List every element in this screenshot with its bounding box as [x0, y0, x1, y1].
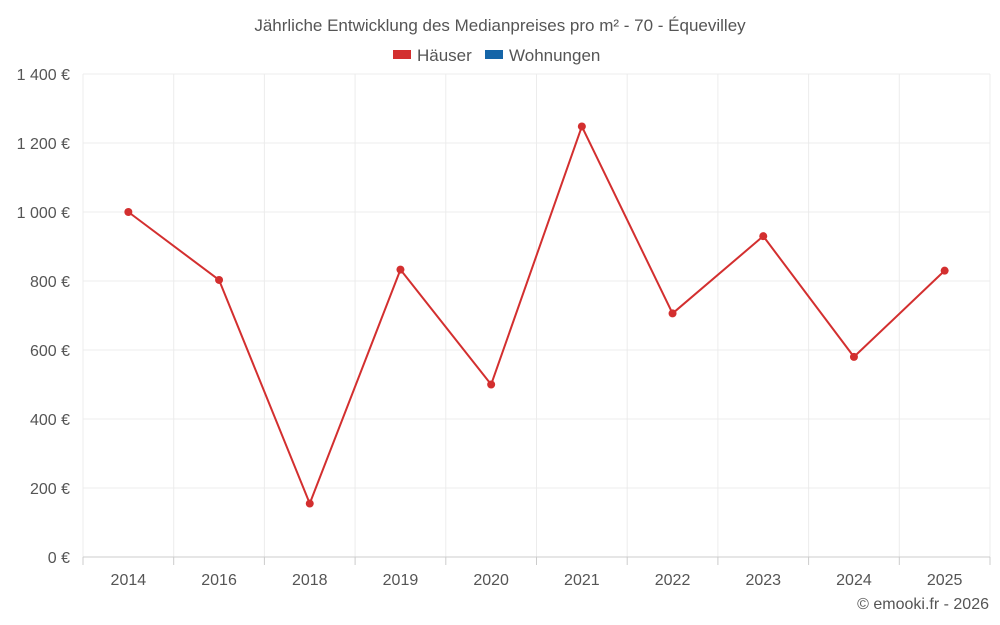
data-point[interactable] [759, 232, 768, 241]
y-tick-label: 0 € [48, 550, 70, 567]
y-tick-label: 400 € [30, 412, 70, 429]
data-point[interactable] [124, 208, 133, 216]
data-point[interactable] [215, 275, 224, 284]
y-axis: 0 € 200 € 400 € 600 € 800 € 1 000 € 1 200 € 1 4… [17, 67, 70, 567]
credit-text: © emooki.fr - 2026 [857, 596, 989, 613]
y-tick-label: 800 € [30, 274, 70, 291]
legend-swatch-apartments[interactable] [485, 50, 503, 59]
x-tick-label: 2022 [655, 572, 691, 589]
grid [82, 73, 991, 557]
data-point[interactable] [849, 352, 858, 361]
data-point[interactable] [487, 380, 496, 389]
x-tick-label: 2016 [201, 572, 237, 589]
data-point[interactable] [396, 265, 405, 274]
x-tick-label: 2024 [836, 572, 872, 589]
x-tick-label: 2021 [564, 572, 600, 589]
data-point[interactable] [940, 266, 949, 275]
x-tick-label: 2025 [927, 572, 963, 589]
legend-label-apartments[interactable]: Wohnungen [509, 46, 600, 65]
legend: Häuser Wohnungen [393, 46, 600, 65]
chart-title: Jährliche Entwicklung des Medianpreises … [254, 16, 746, 35]
y-tick-label: 1 000 € [17, 205, 70, 222]
x-tick-label: 2019 [383, 572, 419, 589]
y-tick-label: 1 200 € [17, 136, 70, 153]
x-tick-label: 2018 [292, 572, 328, 589]
x-tick-label: 2020 [473, 572, 509, 589]
series-layer [124, 122, 949, 508]
series-line-0 [127, 125, 946, 505]
data-point[interactable] [577, 122, 586, 131]
x-tick-label: 2014 [111, 572, 147, 589]
x-axis: 2014 2016 2018 2019 2020 2021 2022 2023 2024 2025 [82, 556, 991, 589]
y-tick-label: 600 € [30, 343, 70, 360]
y-tick-label: 200 € [30, 481, 70, 498]
data-point[interactable] [668, 309, 677, 318]
data-point[interactable] [305, 499, 314, 508]
y-tick-label: 1 400 € [17, 67, 70, 84]
x-tick-label: 2023 [745, 572, 781, 589]
legend-label-houses[interactable]: Häuser [417, 46, 472, 65]
legend-swatch-houses[interactable] [393, 50, 411, 59]
